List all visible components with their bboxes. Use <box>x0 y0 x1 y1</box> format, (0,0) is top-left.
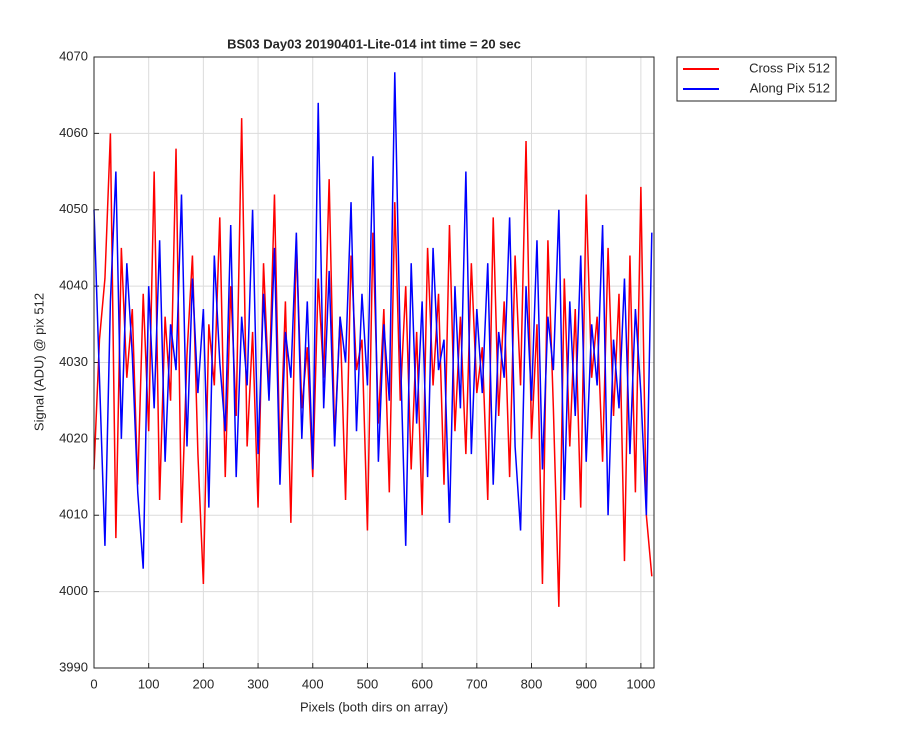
x-tick-label: 900 <box>575 676 597 691</box>
legend-box <box>676 56 837 102</box>
x-tick-label: 200 <box>193 676 215 691</box>
chart-title: BS03 Day03 20190401-Lite-014 int time = … <box>227 36 521 51</box>
x-tick-label: 600 <box>411 676 433 691</box>
series-line <box>93 72 653 569</box>
x-tick-label: 400 <box>302 676 324 691</box>
x-tick-label: 1000 <box>626 676 655 691</box>
y-axis-label: Signal (ADU) @ pix 512 <box>31 293 46 431</box>
legend-label: Along Pix 512 <box>750 80 830 95</box>
x-tick-label: 800 <box>521 676 543 691</box>
series-line <box>93 118 653 607</box>
x-axis-label: Pixels (both dirs on array) <box>300 699 448 714</box>
x-tick-label: 100 <box>138 676 160 691</box>
x-tick-label: 0 <box>90 676 97 691</box>
y-tick-label: 4060 <box>59 125 88 140</box>
x-tick-label: 700 <box>466 676 488 691</box>
axes-box <box>93 56 655 669</box>
x-tick-label: 500 <box>357 676 379 691</box>
y-tick-label: 3990 <box>59 659 88 674</box>
y-tick-label: 4010 <box>59 507 88 522</box>
y-tick-label: 4070 <box>59 48 88 63</box>
legend-label: Cross Pix 512 <box>749 60 830 75</box>
y-tick-label: 4020 <box>59 430 88 445</box>
y-tick-label: 4050 <box>59 201 88 216</box>
y-tick-label: 4000 <box>59 583 88 598</box>
x-tick-label: 300 <box>247 676 269 691</box>
y-tick-label: 4030 <box>59 354 88 369</box>
y-tick-label: 4040 <box>59 278 88 293</box>
